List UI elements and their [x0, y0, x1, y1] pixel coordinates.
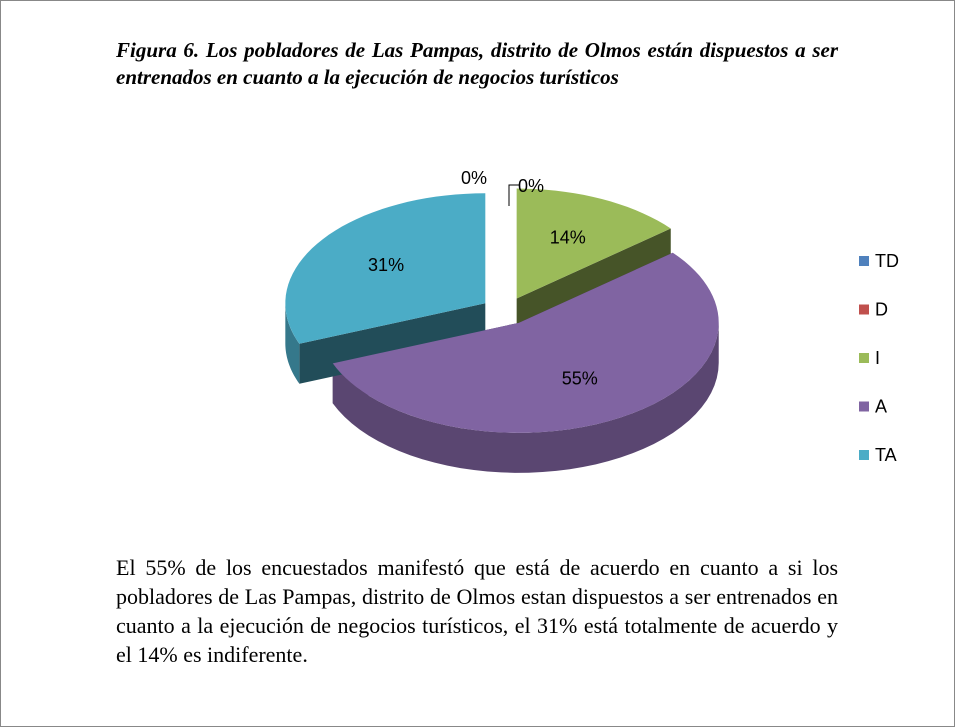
- legend-swatch: [859, 353, 869, 363]
- legend-swatch: [859, 450, 869, 460]
- legend-label: A: [875, 396, 887, 416]
- slice-wall: [285, 303, 300, 384]
- legend-swatch: [859, 401, 869, 412]
- slice: [285, 193, 486, 344]
- legend-swatch: [859, 256, 869, 266]
- data-label: 0%: [518, 176, 544, 196]
- pie-tops: [285, 188, 719, 433]
- data-label: 14%: [550, 228, 586, 248]
- leader-line: [508, 184, 519, 206]
- slice: [332, 252, 719, 433]
- pie-labels: 0% 0% 14% 55% 31%: [368, 168, 598, 389]
- data-label: 0%: [461, 168, 487, 188]
- slice: [516, 188, 671, 299]
- chart: 0% 0% 14% 55% 31% TD D I A TA: [285, 168, 899, 473]
- legend-swatch: [859, 304, 869, 315]
- legend-label: D: [875, 299, 888, 319]
- paragraph: El 55% de los encuestados manifestó que …: [116, 555, 838, 667]
- data-label: 55%: [562, 368, 598, 388]
- chart-title: Figura 6. Los pobladores de Las Pampas, …: [116, 38, 838, 89]
- legend-label: TA: [875, 445, 897, 465]
- legend-label: TD: [875, 251, 899, 271]
- slice-wall: [332, 322, 719, 473]
- legend-label: I: [875, 348, 880, 368]
- data-label: 31%: [368, 255, 404, 275]
